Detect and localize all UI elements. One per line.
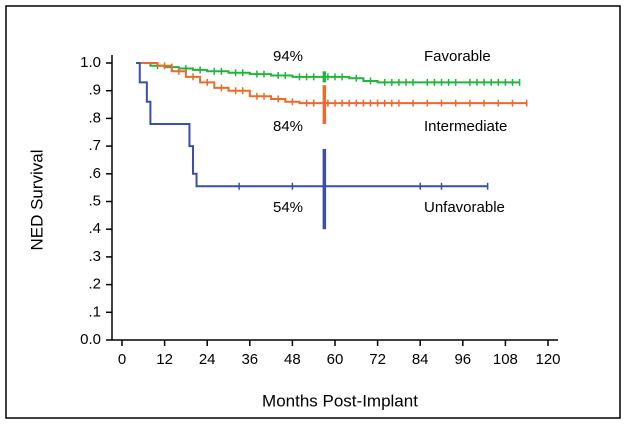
survival-line [136,62,488,188]
y-tick-label: .3 [88,248,101,265]
survival-line [136,62,520,84]
series-label: Favorable [424,48,491,65]
x-tick-label: 96 [454,351,471,368]
y-tick-label: 0.0 [80,331,101,348]
y-tick-label: .4 [88,220,101,237]
y-tick-label: .1 [88,303,101,320]
y-tick-label: .9 [88,82,101,99]
y-axis-title: NED Survival [27,149,46,250]
y-tick-label: .2 [88,276,101,293]
y-tick-label: .6 [88,165,101,182]
x-tick-label: 0 [118,351,126,368]
x-tick-label: 12 [156,351,173,368]
y-tick-label: 1.0 [80,54,101,71]
estimate-label: 84% [273,118,303,135]
x-axis-title: Months Post-Implant [262,391,418,410]
x-tick-label: 84 [412,351,429,368]
x-tick-label: 48 [284,351,301,368]
series-label: Unfavorable [424,199,505,216]
x-tick-label: 72 [369,351,386,368]
series-label: Intermediate [424,118,507,135]
x-tick-label: 108 [493,351,518,368]
estimate-label: 54% [273,199,303,216]
x-tick-label: 24 [199,351,216,368]
x-tick-label: 36 [241,351,258,368]
y-tick-label: .8 [88,109,101,126]
estimate-label: 94% [273,48,303,65]
y-tick-label: .7 [88,137,101,154]
x-tick-label: 60 [327,351,344,368]
y-tick-label: .5 [88,192,101,209]
x-tick-label: 120 [535,351,560,368]
